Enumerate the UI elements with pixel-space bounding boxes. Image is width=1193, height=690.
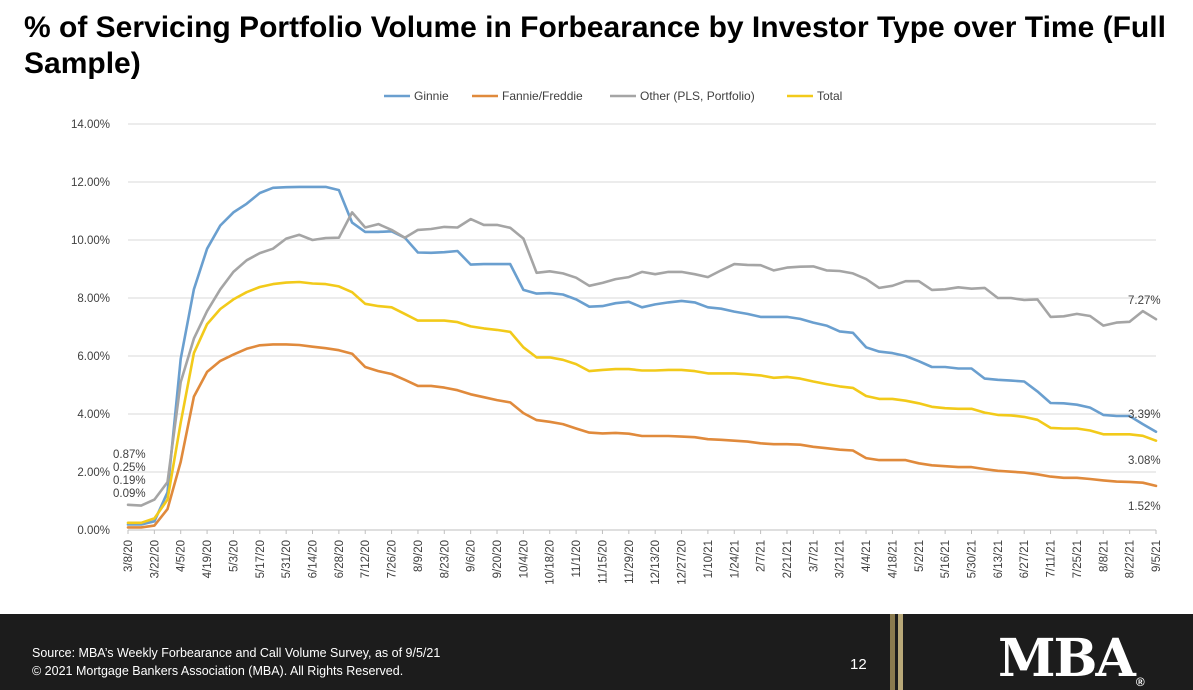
x-tick-label: 12/27/20 — [677, 540, 689, 585]
forbearance-line-chart: Ginnie Fannie/Freddie Other (PLS, Portfoli… — [71, 89, 1163, 585]
footer-accent-bars — [890, 614, 904, 690]
x-tick-label: 2/7/21 — [756, 540, 768, 572]
x-tick-label: 12/13/20 — [650, 540, 662, 585]
chart-legend: Ginnie Fannie/Freddie Other (PLS, Portfoli… — [384, 89, 842, 103]
y-tick-label: 14.00% — [71, 119, 110, 131]
x-tick-label: 6/27/21 — [1019, 540, 1031, 578]
x-tick-label: 4/5/20 — [176, 540, 188, 572]
x-axis-ticks: 3/8/20 3/22/20 4/5/20 4/19/20 5/3/20 5/17/20 5… — [123, 530, 1163, 585]
y-tick-label: 6.00% — [77, 351, 110, 363]
mba-logo: MBA ® — [998, 628, 1145, 689]
chart-annotations: 0.87%0.25%0.19%0.09% 7.27% 3.39% 3.08% 1.52% — [113, 295, 1161, 513]
x-tick-label: 4/19/20 — [202, 540, 214, 578]
x-tick-label: 5/2/21 — [914, 540, 926, 572]
x-tick-label: 7/12/20 — [360, 540, 372, 578]
x-tick-label: 11/15/20 — [597, 540, 609, 584]
x-tick-label: 3/22/20 — [149, 540, 161, 578]
y-tick-label: 4.00% — [77, 409, 110, 421]
x-tick-label: 6/14/20 — [308, 540, 320, 578]
end-value-label: 1.52% — [1128, 501, 1161, 513]
y-axis-ticks: 0.00% 2.00% 4.00% 6.00% 8.00% 10.00% 12.00% 14.… — [71, 119, 110, 537]
accent-bar — [890, 614, 895, 690]
chart-gridlines — [128, 123, 1156, 531]
x-tick-label: 5/16/21 — [940, 540, 952, 578]
x-tick-label: 3/21/21 — [835, 540, 847, 578]
x-tick-label: 4/4/21 — [861, 540, 873, 572]
start-value-label: 0.87% — [113, 449, 146, 461]
end-value-label: 3.08% — [1128, 455, 1161, 467]
y-tick-label: 10.00% — [71, 235, 110, 247]
x-tick-label: 3/8/20 — [123, 540, 135, 572]
y-tick-label: 12.00% — [71, 177, 110, 189]
x-tick-label: 9/5/21 — [1151, 540, 1163, 572]
x-tick-label: 5/3/20 — [228, 540, 240, 572]
x-tick-label: 7/11/21 — [1046, 540, 1058, 578]
accent-bar — [898, 614, 903, 690]
x-tick-label: 1/24/21 — [729, 540, 741, 578]
x-tick-label: 11/1/20 — [571, 540, 583, 578]
legend-label: Ginnie — [414, 89, 449, 103]
x-tick-label: 7/26/20 — [387, 540, 399, 578]
x-tick-label: 8/8/21 — [1098, 540, 1110, 572]
footer-bar: Source: MBA’s Weekly Forbearance and Cal… — [0, 614, 1193, 690]
registered-mark: ® — [1135, 675, 1145, 689]
x-tick-label: 6/28/20 — [334, 540, 346, 578]
footer-source: Source: MBA’s Weekly Forbearance and Cal… — [32, 644, 440, 680]
chart-series — [126, 185, 1158, 529]
x-tick-label: 5/30/21 — [966, 540, 978, 578]
x-tick-label: 10/18/20 — [545, 540, 557, 585]
x-tick-label: 7/25/21 — [1072, 540, 1084, 578]
start-value-label: 0.25% — [113, 462, 146, 474]
x-tick-label: 6/13/21 — [993, 540, 1005, 578]
start-value-label: 0.19% — [113, 475, 146, 487]
x-tick-label: 9/20/20 — [492, 540, 504, 578]
x-tick-label: 5/31/20 — [281, 540, 293, 578]
series-line-other-pls-portfolio — [126, 211, 1158, 507]
x-tick-label: 8/23/20 — [439, 540, 451, 578]
y-tick-label: 8.00% — [77, 293, 110, 305]
x-tick-label: 3/7/21 — [808, 540, 820, 572]
logo-text: MBA — [998, 628, 1136, 689]
page-number: 12 — [850, 656, 867, 673]
end-value-label: 3.39% — [1128, 409, 1161, 421]
legend-label: Total — [817, 89, 842, 103]
x-tick-label: 9/6/20 — [466, 540, 478, 572]
legend-label: Fannie/Freddie — [502, 89, 583, 103]
start-value-label: 0.09% — [113, 488, 146, 500]
series-line-total — [126, 280, 1158, 525]
x-tick-label: 5/17/20 — [255, 540, 267, 578]
x-tick-label: 8/9/20 — [413, 540, 425, 572]
series-line-fannie-freddie — [126, 343, 1158, 529]
x-tick-label: 11/29/20 — [624, 540, 636, 584]
x-tick-label: 1/10/21 — [703, 540, 715, 578]
x-tick-label: 2/21/21 — [782, 540, 794, 578]
copyright-note: © 2021 Mortgage Bankers Association (MBA… — [32, 664, 404, 678]
x-tick-label: 10/4/20 — [518, 540, 530, 578]
y-tick-label: 2.00% — [77, 467, 110, 479]
source-note: Source: MBA’s Weekly Forbearance and Cal… — [32, 646, 441, 660]
end-value-label: 7.27% — [1128, 295, 1161, 307]
series-line-ginnie — [126, 185, 1158, 526]
legend-label: Other (PLS, Portfolio) — [640, 89, 755, 103]
page-title: % of Servicing Portfolio Volume in Forbe… — [24, 11, 1166, 80]
x-tick-label: 4/18/21 — [887, 540, 899, 578]
y-tick-label: 0.00% — [77, 525, 110, 537]
x-tick-label: 8/22/21 — [1125, 540, 1137, 578]
